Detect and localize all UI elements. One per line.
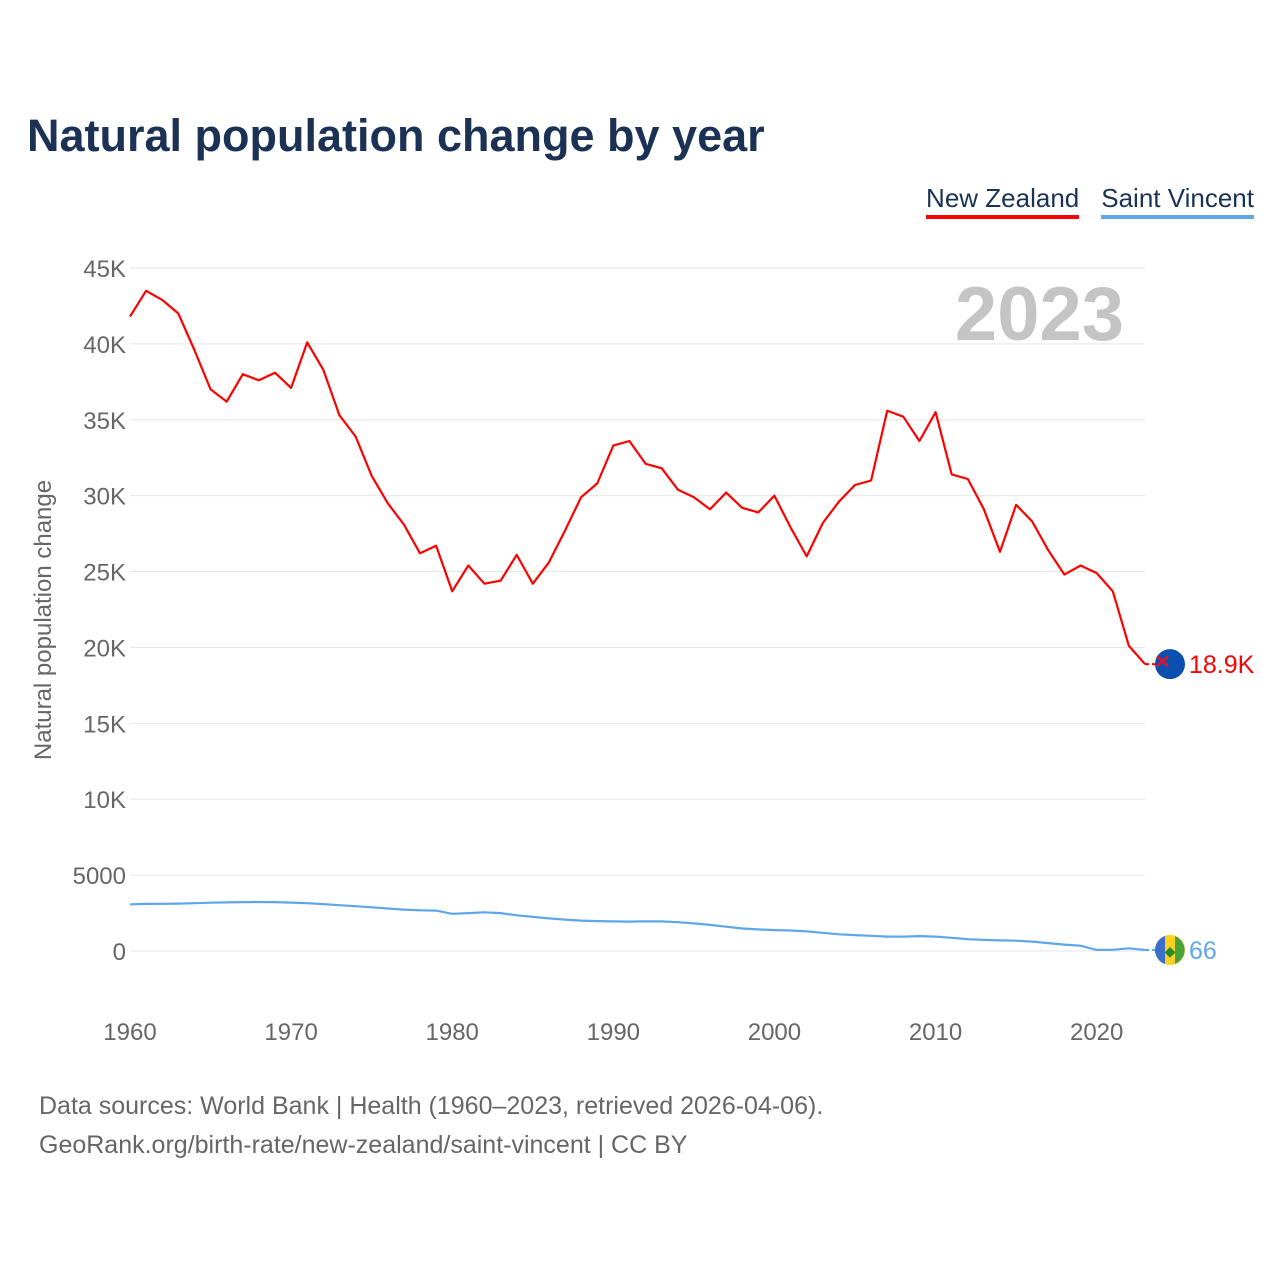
y-tick-label: 0	[113, 939, 126, 966]
x-tick-label: 2010	[909, 1019, 962, 1046]
legend: New Zealand Saint Vincent	[926, 183, 1254, 219]
source-link[interactable]: GeoRank.org/birth-rate/new-zealand/saint…	[39, 1131, 688, 1159]
x-tick-label: 1970	[264, 1019, 317, 1046]
legend-item-saint-vincent[interactable]: Saint Vincent	[1101, 183, 1254, 219]
y-tick-label: 15K	[83, 711, 126, 738]
flag-stripe-blue	[1155, 935, 1165, 964]
source-line: Data sources: World Bank | Health (1960–…	[39, 1092, 824, 1120]
series-line-saint-vincent	[129, 900, 1146, 952]
y-tick-label: 30K	[83, 484, 126, 511]
y-tick-label: 35K	[83, 408, 126, 435]
y-tick-label: 25K	[83, 560, 126, 587]
new-zealand-flag-icon	[1155, 649, 1185, 680]
x-tick-label: 2020	[1070, 1019, 1123, 1046]
union-jack-icon	[1156, 655, 1169, 668]
y-axis-label: Natural population change	[30, 480, 57, 760]
source-note: Data sources: World Bank | Health (1960–…	[39, 1087, 823, 1165]
flag-stripe-green	[1175, 935, 1185, 964]
series-line-new-zealand	[129, 289, 1146, 665]
x-tick-label: 2000	[748, 1019, 801, 1046]
y-tick-label: 45K	[83, 256, 126, 283]
y-tick-label: 5000	[73, 863, 126, 890]
x-tick-label: 1960	[103, 1019, 156, 1046]
x-tick-label: 1980	[426, 1019, 479, 1046]
end-value-label: 18.9K	[1189, 651, 1255, 679]
legend-item-new-zealand[interactable]: New Zealand	[926, 183, 1080, 219]
x-tick-label: 1990	[587, 1019, 640, 1046]
chart-title: Natural population change by year	[27, 110, 765, 161]
y-tick-label: 20K	[83, 635, 126, 662]
y-tick-label: 10K	[83, 787, 126, 814]
end-value-label: 66	[1189, 937, 1217, 965]
diamonds-icon: ◆	[1165, 943, 1176, 959]
year-watermark: 2023	[955, 272, 1124, 357]
y-tick-label: 40K	[83, 332, 126, 359]
